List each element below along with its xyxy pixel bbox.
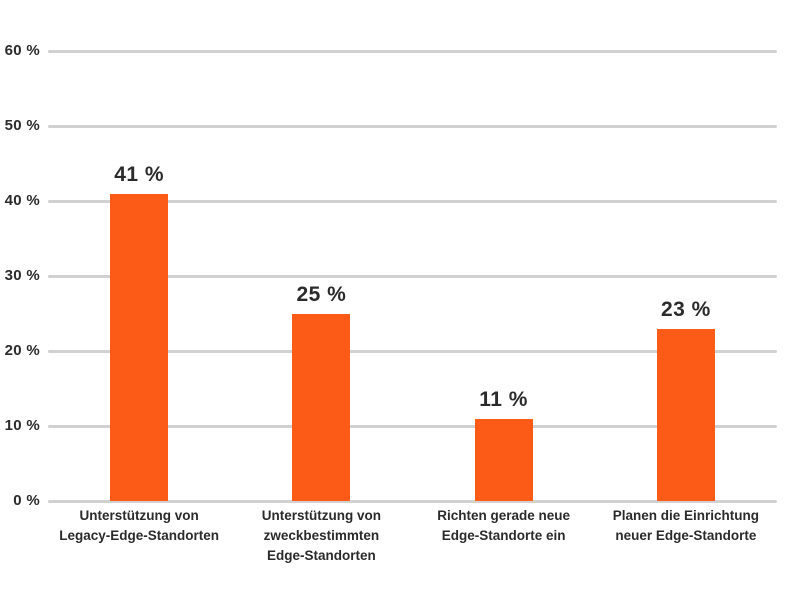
- y-axis-tick-label: 30 %: [4, 267, 40, 284]
- gridline-50: [48, 124, 777, 128]
- gridline-0: [48, 499, 777, 503]
- y-axis-tick-label: 40 %: [4, 192, 40, 209]
- gridline-10: [48, 424, 777, 428]
- bar-value-label: 11 %: [479, 387, 528, 411]
- y-axis-tick-label: 50 %: [4, 117, 40, 134]
- category-label: Unterstützung von zweckbestimmten Edge-S…: [261, 508, 381, 563]
- category-label: Planen die Einrichtung neuer Edge-Stando…: [612, 508, 759, 543]
- bar-3: [474, 418, 533, 501]
- y-axis-tick-label: 0 %: [13, 492, 40, 509]
- y-axis-tick-label: 20 %: [4, 342, 40, 359]
- category-label: Unterstützung von Legacy-Edge-Standorten: [59, 508, 220, 543]
- gridline-20: [48, 349, 777, 353]
- category-label: Richten gerade neue Edge-Standorte ein: [437, 508, 571, 543]
- bar-4: [656, 328, 715, 501]
- y-axis-tick-label: 60 %: [4, 42, 40, 59]
- gridline-60: [48, 49, 777, 53]
- bar-1: [110, 193, 169, 501]
- bar-value-label: 41 %: [114, 162, 165, 186]
- bar-2: [292, 313, 351, 501]
- bar-value-label: 23 %: [660, 297, 711, 321]
- y-axis-tick-label: 10 %: [4, 417, 40, 434]
- gridline-40: [48, 199, 777, 203]
- gridline-30: [48, 274, 777, 278]
- bar-value-label: 25 %: [296, 282, 347, 306]
